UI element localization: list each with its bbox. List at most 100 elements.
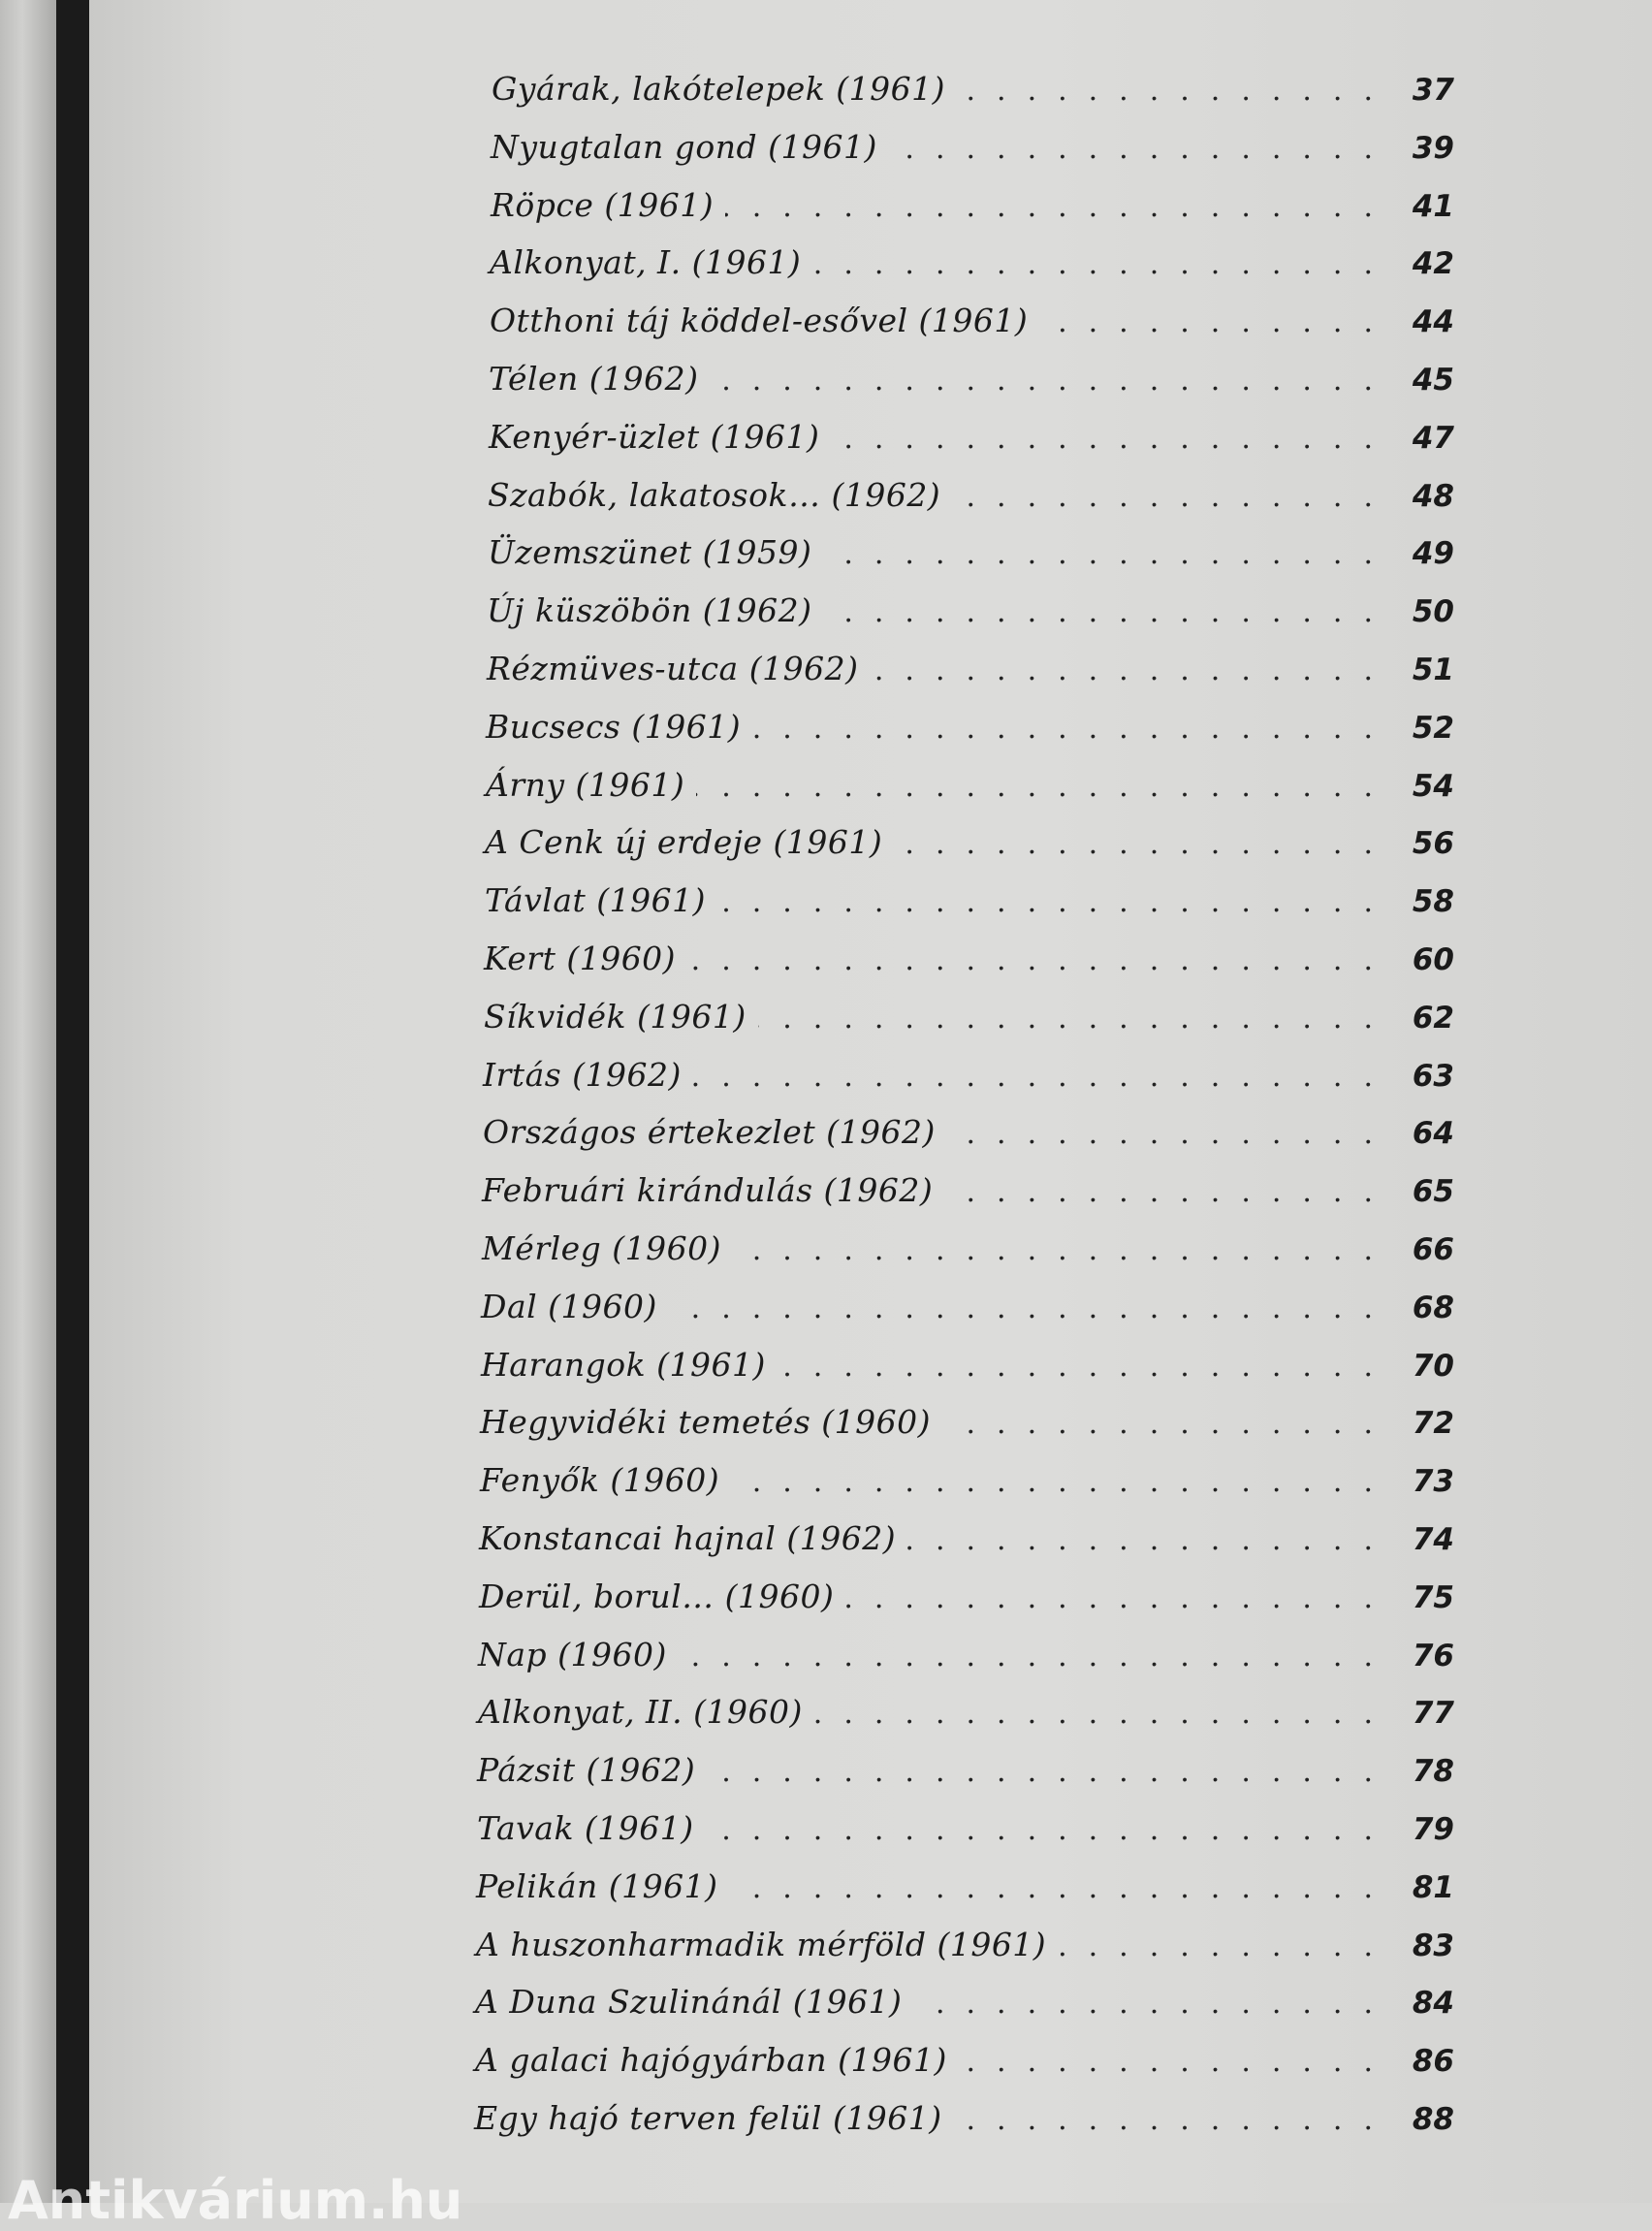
entry-title: Távlat (1961) <box>485 881 706 920</box>
dot-leader: ........................................… <box>944 1175 1394 1210</box>
entry-page-number: 48 <box>1412 478 1454 514</box>
entry-page-number: 52 <box>1412 710 1454 746</box>
toc-entry: Síkvidék (1961).........................… <box>484 998 1454 1046</box>
entry-page-number: 62 <box>1412 1000 1454 1036</box>
toc-entry: Távlat (1961)...........................… <box>485 881 1454 930</box>
entry-page-number: 47 <box>1412 420 1454 456</box>
entry-title: Nap (1960) <box>478 1635 667 1673</box>
entry-title: Gyárak, lakótelepek (1961) <box>492 70 945 108</box>
entry-title: Harangok (1961) <box>481 1345 766 1384</box>
entry-title: Üzemszünet (1959) <box>488 533 812 572</box>
entry-title: Derül, borul… (1960) <box>479 1577 835 1615</box>
toc-entry: A galaci hajógyárban (1961).............… <box>475 2041 1454 2089</box>
dot-leader: ........................................… <box>870 653 1394 687</box>
entry-page-number: 88 <box>1412 2102 1454 2137</box>
page-edge <box>0 0 56 2203</box>
dot-leader: ........................................… <box>778 1349 1394 1384</box>
entry-page-number: 64 <box>1412 1116 1454 1152</box>
entry-page-number: 54 <box>1412 768 1454 804</box>
entry-title: Pelikán (1961) <box>476 1866 718 1905</box>
toc-entry: Pelikán (1961)..........................… <box>476 1867 1454 1916</box>
toc-entry: Konstancai hajnal (1962)................… <box>479 1519 1454 1568</box>
toc-entry: Hegyvidéki temetés (1960)...............… <box>480 1403 1454 1451</box>
entry-page-number: 68 <box>1412 1290 1454 1325</box>
entry-title: Pázsit (1962) <box>477 1751 696 1790</box>
dot-leader: ........................................… <box>894 827 1394 862</box>
entry-page-number: 81 <box>1412 1869 1454 1905</box>
toc-entry: Szabók, lakatosok… (1962)...............… <box>488 476 1454 525</box>
dot-leader: ........................................… <box>831 421 1394 456</box>
toc-entry: Irtás (1962)............................… <box>483 1056 1454 1104</box>
entry-page-number: 51 <box>1412 653 1454 687</box>
entry-page-number: 63 <box>1412 1058 1454 1094</box>
dot-leader: ........................................… <box>823 595 1394 630</box>
toc-entry: Kert (1960).............................… <box>484 940 1454 988</box>
dot-leader: ........................................… <box>952 479 1394 514</box>
dot-leader: ........................................… <box>1039 305 1394 340</box>
entry-title: Hegyvidéki temetés (1960) <box>480 1403 932 1442</box>
entry-title: Egy hajó terven felül (1961) <box>474 2099 942 2137</box>
entry-title: Mérleg (1960) <box>482 1229 722 1267</box>
entry-page-number: 76 <box>1412 1638 1454 1673</box>
entry-page-number: 41 <box>1412 188 1454 224</box>
entry-title: Országos értekezlet (1962) <box>483 1113 936 1152</box>
entry-page-number: 78 <box>1412 1754 1454 1790</box>
dot-leader: ........................................… <box>725 189 1394 224</box>
dot-leader: ........................................… <box>711 364 1394 398</box>
entry-page-number: 77 <box>1412 1696 1454 1732</box>
entry-title: Dal (1960) <box>481 1287 657 1325</box>
entry-page-number: 75 <box>1412 1579 1454 1615</box>
entry-title: Fenyők (1960) <box>480 1461 720 1500</box>
entry-page-number: 58 <box>1412 884 1454 920</box>
entry-page-number: 56 <box>1412 826 1454 862</box>
toc-entry: A Duna Szulinánál (1961)................… <box>475 1983 1454 2031</box>
entry-title: Kenyér-üzlet (1961) <box>489 417 820 456</box>
dot-leader: ........................................… <box>889 131 1394 166</box>
entry-title: Szabók, lakatosok… (1962) <box>488 475 941 514</box>
dot-leader: ........................................… <box>752 711 1394 746</box>
entry-title: Tavak (1961) <box>477 1809 694 1847</box>
dot-leader: ........................................… <box>692 1059 1394 1094</box>
dot-leader: ........................................… <box>956 74 1394 108</box>
toc-entry: Nyugtalan gond (1961)...................… <box>491 128 1454 176</box>
entry-title: A Cenk új erdeje (1961) <box>485 823 883 862</box>
entry-page-number: 45 <box>1412 363 1454 398</box>
entry-title: Konstancai hajnal (1962) <box>479 1519 897 1557</box>
entry-page-number: 84 <box>1412 1986 1454 2022</box>
toc-entry: Rézmüves-utca (1962)....................… <box>487 650 1454 698</box>
toc-entry: Tavak (1961)............................… <box>477 1809 1454 1858</box>
dot-leader: ........................................… <box>696 769 1394 804</box>
dot-leader: ........................................… <box>729 1870 1394 1905</box>
toc-entry: Országos értekezlet (1962)..............… <box>483 1113 1454 1162</box>
entry-title: Otthoni táj köddel-esővel (1961) <box>490 302 1029 340</box>
toc-entry: Februári kirándulás (1962)..............… <box>482 1171 1454 1220</box>
toc-entry: Dal (1960)..............................… <box>481 1288 1454 1336</box>
entry-title: A Duna Szulinánál (1961) <box>475 1983 903 2022</box>
toc-entry: A Cenk új erdeje (1961).................… <box>485 823 1454 872</box>
toc-entry: Bucsecs (1961)..........................… <box>486 708 1454 756</box>
entry-title: Új küszöbön (1962) <box>487 591 812 630</box>
entry-page-number: 73 <box>1412 1464 1454 1500</box>
entry-page-number: 66 <box>1412 1232 1454 1267</box>
toc-entry: Nap (1960)..............................… <box>478 1636 1454 1684</box>
entry-title: A huszonharmadik mérföld (1961) <box>476 1925 1047 1963</box>
dot-leader: ........................................… <box>946 1117 1394 1152</box>
entry-page-number: 50 <box>1412 594 1454 630</box>
entry-page-number: 49 <box>1412 536 1454 572</box>
dot-leader: ........................................… <box>823 537 1394 572</box>
book-page <box>89 0 1652 2203</box>
toc-entry: A huszonharmadik mérföld (1961).........… <box>476 1926 1454 1974</box>
dot-leader: ........................................… <box>679 1639 1394 1673</box>
toc-entry: Mérleg (1960)...........................… <box>482 1229 1454 1278</box>
entry-title: Alkonyat, II. (1960) <box>478 1693 803 1732</box>
entry-title: Irtás (1962) <box>483 1055 682 1094</box>
toc-entry: Alkonyat, II. (1960)....................… <box>478 1693 1454 1741</box>
entry-title: A galaci hajógyárban (1961) <box>475 2041 947 2080</box>
entry-page-number: 70 <box>1412 1348 1454 1384</box>
dot-leader: ........................................… <box>733 1233 1394 1267</box>
entry-page-number: 37 <box>1412 73 1454 108</box>
toc-entry: Fenyők (1960)...........................… <box>480 1461 1454 1510</box>
toc-entry: Üzemszünet (1959).......................… <box>488 533 1454 582</box>
toc-entry: Télen (1962)............................… <box>489 360 1454 408</box>
